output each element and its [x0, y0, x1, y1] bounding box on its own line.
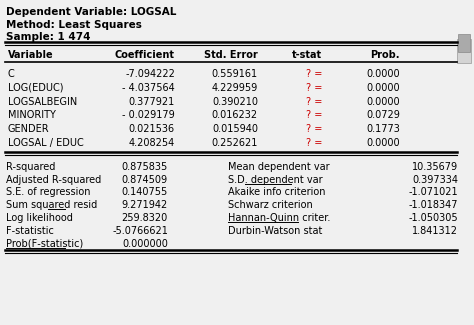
Text: 0.875835: 0.875835 — [122, 162, 168, 172]
Text: S.E. of regression: S.E. of regression — [6, 188, 91, 197]
Text: 0.252621: 0.252621 — [211, 138, 258, 148]
Text: Method: Least Squares: Method: Least Squares — [6, 20, 142, 30]
Text: Std. Error: Std. Error — [204, 50, 258, 60]
Text: MINORITY: MINORITY — [8, 111, 56, 120]
Text: 0.559161: 0.559161 — [212, 69, 258, 79]
Text: Prob.: Prob. — [371, 50, 400, 60]
Text: 0.874509: 0.874509 — [122, 175, 168, 185]
Text: Adjusted R-squared: Adjusted R-squared — [6, 175, 101, 185]
Text: -5.0766621: -5.0766621 — [112, 226, 168, 236]
Text: GENDER: GENDER — [8, 124, 50, 134]
Text: 0.0000: 0.0000 — [366, 138, 400, 148]
Text: 0.140755: 0.140755 — [122, 188, 168, 197]
Text: Log likelihood: Log likelihood — [6, 213, 73, 223]
Text: 0.0729: 0.0729 — [366, 111, 400, 120]
Text: 1.841312: 1.841312 — [412, 226, 458, 236]
Text: R-squared: R-squared — [6, 162, 55, 172]
Text: Coefficient: Coefficient — [115, 50, 175, 60]
Text: 4.208254: 4.208254 — [129, 138, 175, 148]
Text: Durbin-Watson stat: Durbin-Watson stat — [228, 226, 322, 236]
Text: ? =: ? = — [306, 83, 322, 93]
Text: ? =: ? = — [306, 97, 322, 107]
Text: Akaike info criterion: Akaike info criterion — [228, 188, 326, 197]
Text: - 4.037564: - 4.037564 — [122, 83, 175, 93]
Text: 0.021536: 0.021536 — [129, 124, 175, 134]
Text: Mean dependent var: Mean dependent var — [228, 162, 329, 172]
Text: -1.071021: -1.071021 — [409, 188, 458, 197]
Bar — [457, 39, 471, 63]
Text: 0.0000: 0.0000 — [366, 83, 400, 93]
Text: -7.094222: -7.094222 — [125, 69, 175, 79]
Text: t-stat: t-stat — [292, 50, 322, 60]
Text: ? =: ? = — [306, 138, 322, 148]
Text: Prob(F-statistic): Prob(F-statistic) — [6, 239, 83, 249]
Text: -1.050305: -1.050305 — [409, 213, 458, 223]
Text: 0.000000: 0.000000 — [122, 239, 168, 249]
Text: -1.018347: -1.018347 — [409, 200, 458, 210]
Text: 10.35679: 10.35679 — [412, 162, 458, 172]
Text: LOGSALBEGIN: LOGSALBEGIN — [8, 97, 77, 107]
Text: ? =: ? = — [306, 124, 322, 134]
Text: LOGSAL / EDUC: LOGSAL / EDUC — [8, 138, 84, 148]
Text: Sample: 1 474: Sample: 1 474 — [6, 32, 91, 42]
Text: Variable: Variable — [8, 50, 54, 60]
Text: Dependent Variable: LOGSAL: Dependent Variable: LOGSAL — [6, 7, 176, 17]
Text: 0.397334: 0.397334 — [412, 175, 458, 185]
Text: Sum squared resid: Sum squared resid — [6, 200, 97, 210]
Text: ? =: ? = — [306, 111, 322, 120]
Text: 259.8320: 259.8320 — [122, 213, 168, 223]
Text: Hannan-Quinn criter.: Hannan-Quinn criter. — [228, 213, 330, 223]
Text: 0.1773: 0.1773 — [366, 124, 400, 134]
Text: 0.377921: 0.377921 — [129, 97, 175, 107]
Text: 4.229959: 4.229959 — [212, 83, 258, 93]
Text: 0.390210: 0.390210 — [212, 97, 258, 107]
Text: 0.016232: 0.016232 — [212, 111, 258, 120]
Bar — [458, 34, 470, 52]
Text: 0.0000: 0.0000 — [366, 69, 400, 79]
Text: LOG(EDUC): LOG(EDUC) — [8, 83, 64, 93]
Text: - 0.029179: - 0.029179 — [122, 111, 175, 120]
Text: 0.015940: 0.015940 — [212, 124, 258, 134]
Text: C: C — [8, 69, 15, 79]
Text: ? =: ? = — [306, 69, 322, 79]
Text: 9.271942: 9.271942 — [122, 200, 168, 210]
Text: F-statistic: F-statistic — [6, 226, 54, 236]
Text: 0.0000: 0.0000 — [366, 97, 400, 107]
Text: S.D. dependent var: S.D. dependent var — [228, 175, 323, 185]
Text: Schwarz criterion: Schwarz criterion — [228, 200, 313, 210]
